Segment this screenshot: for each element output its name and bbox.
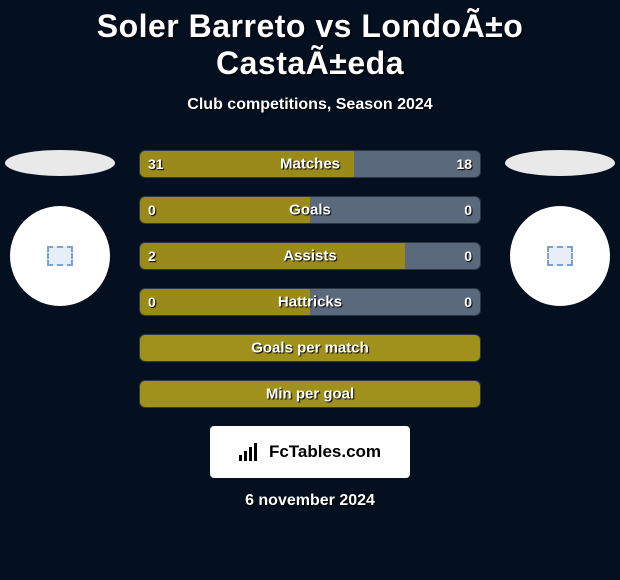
- stat-bar: 2 0 Assists: [139, 242, 481, 270]
- stats-bars: 31 18 Matches 0 0 Goals 2 0 Assists 0 0 Hattricks Go…: [139, 150, 481, 408]
- placeholder-image-icon: [47, 246, 73, 266]
- stat-bar: Min per goal: [139, 380, 481, 408]
- stat-bar-right-fill: [310, 197, 480, 223]
- stat-right-value: 0: [464, 202, 472, 218]
- page-title: Soler Barreto vs LondoÃ±o CastaÃ±eda: [0, 0, 620, 82]
- player-right-column: [500, 150, 620, 306]
- stat-left-value: 31: [148, 156, 164, 172]
- player-right-name-pill: [505, 150, 615, 176]
- stat-bar: 0 0 Hattricks: [139, 288, 481, 316]
- stat-bar-left-fill: [140, 197, 310, 223]
- stat-left-value: 0: [148, 294, 156, 310]
- stat-left-value: 0: [148, 202, 156, 218]
- stat-label: Assists: [283, 248, 336, 265]
- bars-icon: [239, 443, 263, 461]
- stat-label: Goals: [289, 202, 331, 219]
- stat-right-value: 0: [464, 248, 472, 264]
- date-label: 6 november 2024: [0, 492, 620, 510]
- player-left-column: [0, 150, 120, 306]
- stat-bar: 0 0 Goals: [139, 196, 481, 224]
- player-left-avatar: [10, 206, 110, 306]
- stat-bar-left-fill: [140, 243, 405, 269]
- stat-bar: 31 18 Matches: [139, 150, 481, 178]
- brand-text: FcTables.com: [269, 442, 381, 462]
- brand-badge: FcTables.com: [210, 426, 410, 478]
- comparison-area: 31 18 Matches 0 0 Goals 2 0 Assists 0 0 Hattricks Go…: [0, 150, 620, 510]
- page-subtitle: Club competitions, Season 2024: [0, 96, 620, 114]
- player-right-avatar: [510, 206, 610, 306]
- player-left-name-pill: [5, 150, 115, 176]
- stat-right-value: 18: [456, 156, 472, 172]
- stat-label: Hattricks: [278, 294, 342, 311]
- stat-label: Matches: [280, 156, 340, 173]
- stat-label: Goals per match: [251, 340, 369, 357]
- placeholder-image-icon: [547, 246, 573, 266]
- stat-left-value: 2: [148, 248, 156, 264]
- stat-bar: Goals per match: [139, 334, 481, 362]
- stat-label: Min per goal: [266, 386, 354, 403]
- stat-right-value: 0: [464, 294, 472, 310]
